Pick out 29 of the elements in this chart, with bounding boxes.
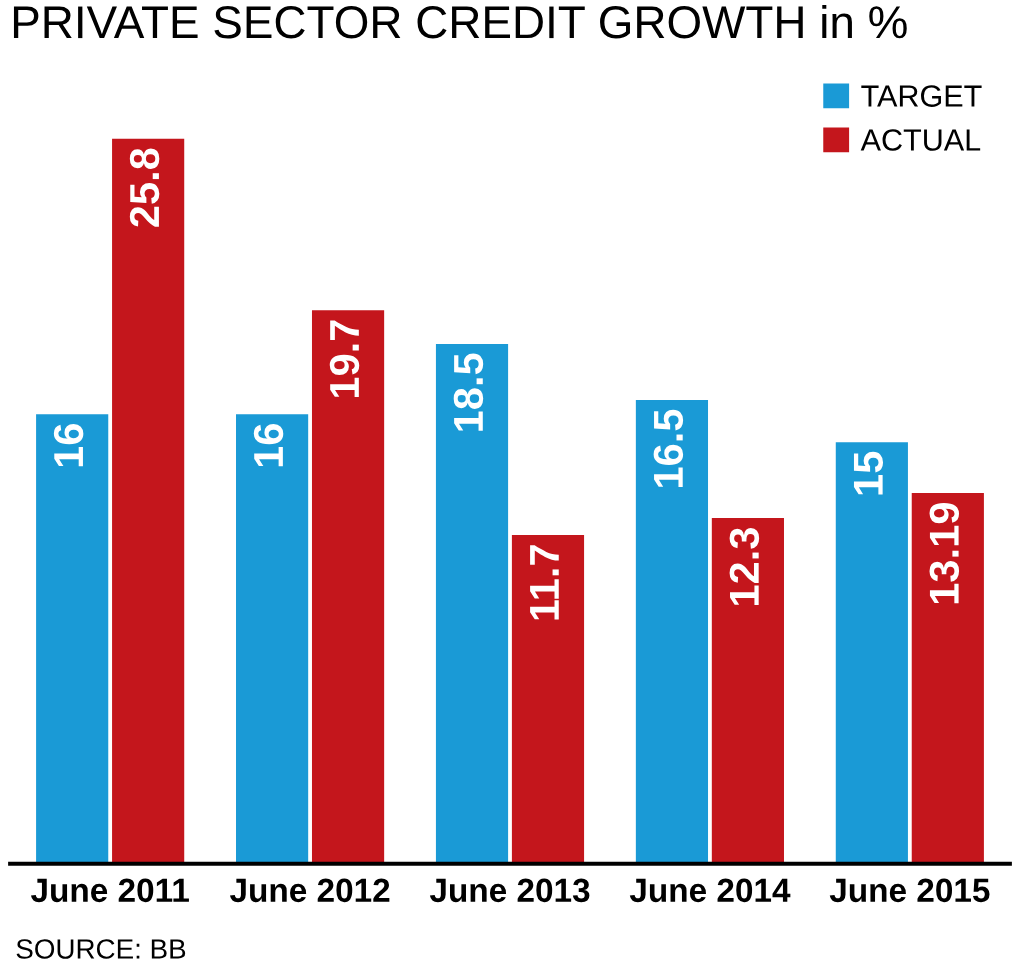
bar <box>511 534 585 864</box>
x-tick-label: June 2013 <box>429 878 590 903</box>
data-label: 16 <box>53 424 84 467</box>
bar <box>36 414 109 864</box>
bar <box>635 400 709 864</box>
data-label: 12.3 <box>729 528 760 605</box>
x-tick-label: June 2011 <box>30 878 189 903</box>
data-label: 13.19 <box>929 503 960 604</box>
x-tick-label: June 2014 <box>629 878 791 903</box>
bar <box>711 518 784 864</box>
chart-title: PRIVATE SECTOR CREDIT GROWTH in % <box>13 4 907 39</box>
legend-label: ACTUAL <box>860 129 981 151</box>
x-tick-label: June 2015 <box>829 878 990 903</box>
data-label: 25.8 <box>129 148 160 227</box>
data-label: 18.5 <box>453 353 484 431</box>
bar <box>911 493 984 864</box>
data-label: 16.5 <box>653 409 684 487</box>
bar <box>236 414 309 864</box>
bar <box>835 442 908 864</box>
data-label: 15 <box>853 451 884 495</box>
x-tick-label: June 2012 <box>229 878 390 903</box>
bar <box>435 343 509 864</box>
data-label: 11.7 <box>530 545 559 620</box>
source-note: SOURCE: BB <box>16 939 186 959</box>
data-label: 16 <box>253 424 284 467</box>
legend-label: TARGET <box>861 85 982 107</box>
data-label: 19.7 <box>329 320 360 398</box>
bar <box>112 138 185 864</box>
bar <box>311 310 385 864</box>
